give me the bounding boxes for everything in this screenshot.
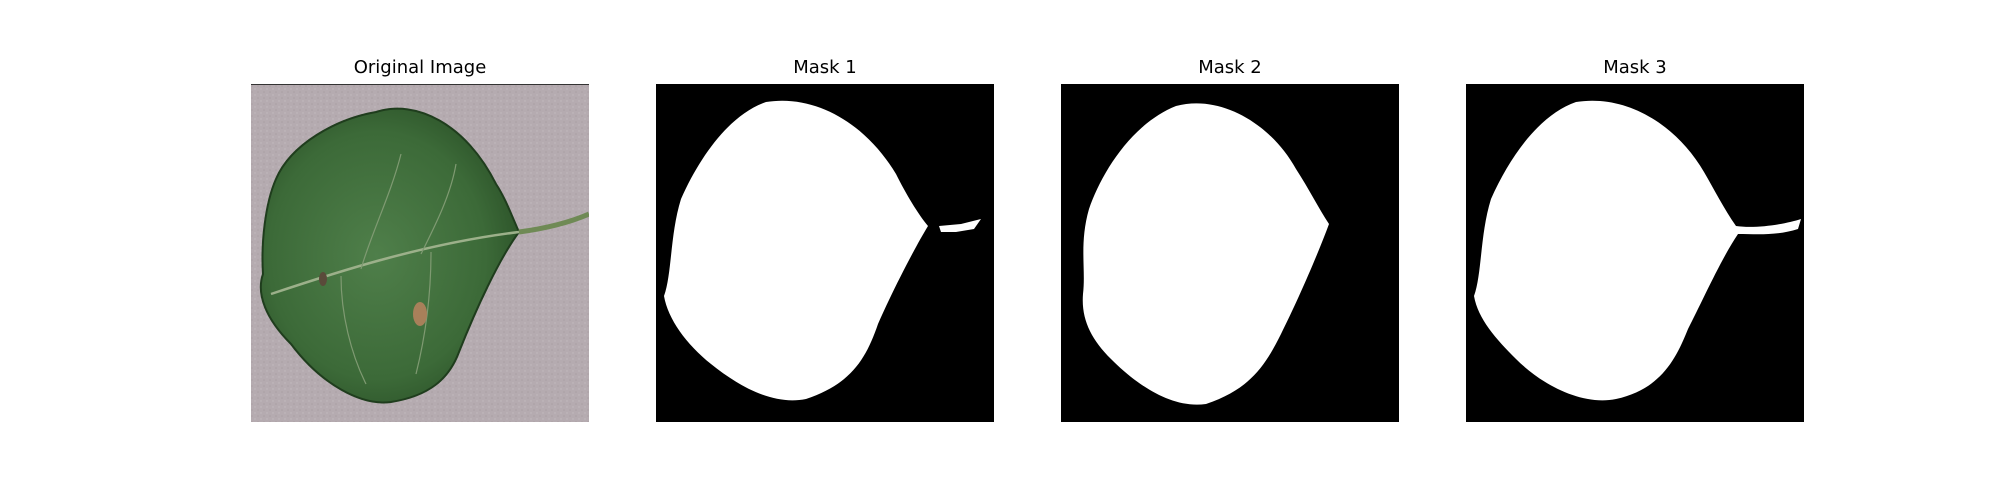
panel-mask-2: Mask 2 [1061, 56, 1399, 442]
mask-2-image [1061, 84, 1399, 422]
panel-mask-3: Mask 3 [1466, 56, 1804, 442]
panel-mask-1: Mask 1 [656, 56, 994, 442]
mask-1-image [656, 84, 994, 422]
panel-title: Mask 3 [1603, 57, 1667, 78]
original-leaf-photo [251, 84, 589, 422]
panel-title: Original Image [353, 57, 487, 78]
mask-3-image [1466, 84, 1804, 422]
panel-original-image: Original Image [251, 56, 589, 442]
panel-title: Mask 1 [793, 57, 857, 78]
panel-title: Mask 2 [1198, 57, 1262, 78]
